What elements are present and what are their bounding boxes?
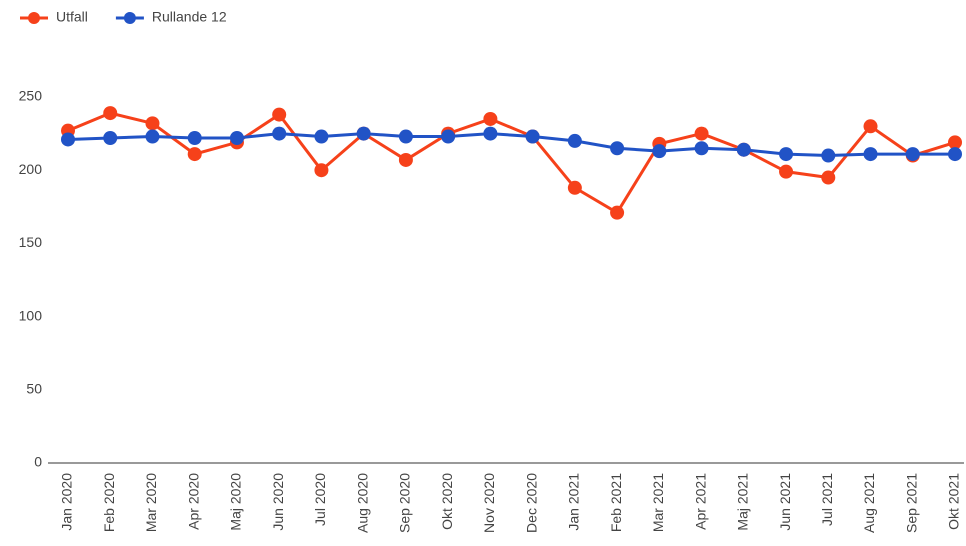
point	[779, 147, 794, 162]
point	[314, 163, 329, 178]
x-tick-label: Jan 2021	[566, 473, 582, 531]
legend-label: Rullande 12	[152, 9, 227, 25]
legend-marker	[28, 12, 40, 24]
y-tick-label: 200	[19, 161, 43, 177]
y-tick-label: 250	[19, 88, 43, 104]
legend-marker	[123, 12, 136, 24]
x-tick-label: Nov 2020	[481, 473, 497, 533]
x-tick-label: Maj 2021	[735, 473, 751, 531]
point	[229, 130, 244, 145]
point	[694, 141, 709, 156]
x-tick-label: Maj 2020	[228, 473, 244, 531]
x-tick-label: Feb 2021	[608, 473, 624, 532]
x-tick-label: Aug 2021	[861, 473, 877, 533]
x-tick-label: Okt 2020	[439, 473, 455, 530]
legend-label: Utfall	[56, 9, 88, 25]
point	[187, 147, 202, 162]
y-tick-label: 50	[26, 381, 42, 397]
x-tick-label: Aug 2020	[354, 473, 370, 533]
point	[948, 135, 962, 150]
y-tick-label: 150	[19, 234, 43, 250]
x-tick-label: Feb 2020	[101, 473, 117, 532]
point	[948, 147, 962, 162]
point	[694, 126, 709, 141]
y-tick-label: 0	[34, 454, 42, 470]
point	[103, 106, 118, 121]
point	[483, 126, 498, 141]
point	[779, 164, 794, 179]
point	[187, 130, 202, 145]
x-tick-label: Sep 2021	[903, 473, 919, 533]
point	[483, 111, 498, 126]
x-tick-label: Apr 2021	[692, 473, 708, 530]
point	[652, 144, 667, 159]
point	[567, 180, 582, 195]
y-tick-label: 100	[19, 307, 43, 323]
point	[610, 205, 625, 220]
point	[567, 133, 582, 148]
x-tick-label: Okt 2021	[946, 473, 962, 530]
series-line	[67, 111, 956, 215]
x-tick-label: Sep 2020	[397, 473, 413, 533]
point	[441, 129, 456, 144]
point	[821, 170, 836, 185]
x-tick-label: Mar 2020	[143, 473, 159, 532]
x-tick-label: Jun 2021	[777, 473, 793, 531]
point	[398, 152, 413, 167]
x-tick-label: Jul 2020	[312, 473, 328, 526]
point	[145, 116, 160, 131]
point	[145, 129, 160, 144]
x-tick-label: Dec 2020	[523, 473, 539, 533]
x-tick-label: Apr 2020	[185, 473, 201, 530]
x-tick-label: Jun 2020	[270, 473, 286, 531]
point	[356, 126, 371, 141]
point	[736, 142, 751, 157]
point	[272, 107, 287, 122]
point	[272, 126, 287, 141]
point	[821, 148, 836, 163]
point	[398, 129, 413, 144]
point	[863, 147, 878, 162]
point	[525, 129, 540, 144]
point	[905, 147, 920, 162]
point	[863, 119, 878, 134]
x-tick-label: Jan 2020	[59, 473, 75, 531]
series-line	[67, 132, 955, 158]
point	[314, 129, 329, 144]
point	[61, 132, 75, 147]
point	[610, 141, 625, 156]
x-tick-label: Jul 2021	[819, 473, 835, 526]
x-tick-label: Mar 2021	[650, 473, 666, 532]
point	[103, 130, 118, 145]
